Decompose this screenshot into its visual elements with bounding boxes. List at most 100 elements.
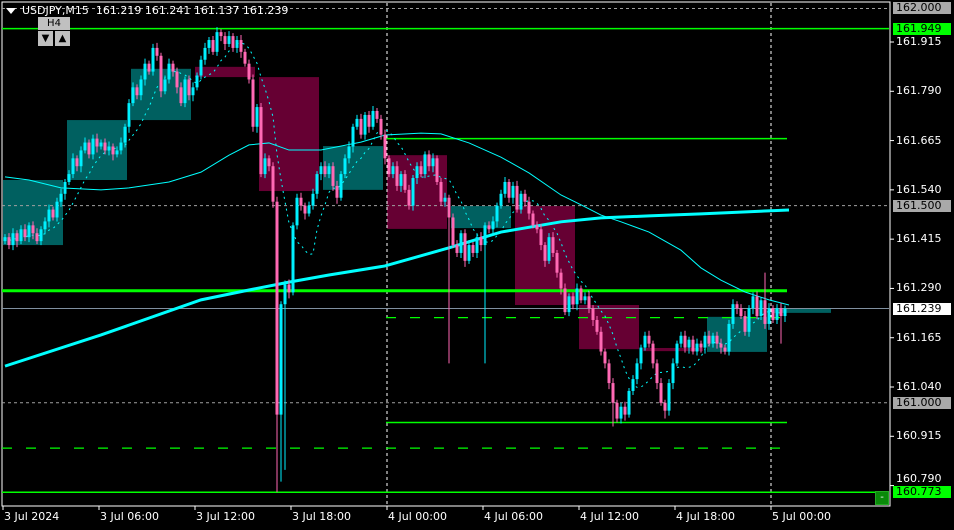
time-tick-label: 4 Jul 00:00 (388, 510, 447, 523)
bull-candle (255, 107, 259, 127)
timeframe-up-button[interactable]: ▲ (55, 31, 70, 46)
time-tick-label: 4 Jul 12:00 (580, 510, 639, 523)
timeframe-label[interactable]: H4 (38, 17, 70, 30)
bull-candle (415, 166, 419, 179)
bear-candle (287, 284, 291, 293)
ohlc-high: 161.241 (144, 4, 191, 17)
bear-candle (395, 166, 399, 186)
ohlc-low: 161.137 (193, 4, 240, 17)
bull-candle (47, 209, 51, 222)
bull-candle (499, 193, 503, 206)
bear-candle (763, 300, 767, 324)
bull-candle (351, 126, 355, 147)
slow-ma-line (4, 208, 790, 368)
bear-candle (655, 363, 659, 384)
bear-candle (611, 383, 615, 403)
bear-candle (155, 47, 159, 56)
bull-candle (751, 296, 755, 309)
bear-candle (523, 193, 527, 202)
bear-candle (231, 36, 235, 48)
bull-candle (59, 193, 63, 202)
bull-candle (671, 363, 675, 384)
bear-candle (439, 181, 443, 202)
bull-candle (279, 304, 283, 415)
bear-candle (591, 308, 595, 320)
bear-candle (219, 32, 223, 37)
bear-candle (771, 308, 775, 320)
time-tick-label: 4 Jul 18:00 (676, 510, 735, 523)
price-tick-label: 161.165 (896, 330, 942, 344)
price-tick-label: 161.415 (896, 232, 942, 246)
bull-candle (139, 79, 143, 96)
bull-candle (711, 335, 715, 344)
bull-candle (747, 308, 751, 332)
bear-candle (707, 335, 711, 344)
bear-candle (755, 296, 759, 317)
bear-candle (239, 40, 243, 52)
bull-candle (263, 158, 267, 175)
bull-candle (235, 40, 239, 48)
bull-candle (63, 181, 67, 194)
time-tick-label: 3 Jul 12:00 (196, 510, 255, 523)
timeframe-down-button[interactable]: ▼ (38, 31, 53, 46)
bear-candle (367, 114, 371, 127)
bear-candle (735, 304, 739, 309)
collapse-triangle-icon[interactable] (6, 8, 16, 14)
bear-candle (559, 272, 563, 289)
bull-candle (167, 63, 171, 80)
bear-candle (335, 185, 339, 198)
bull-candle (495, 205, 499, 222)
bull-candle (627, 390, 631, 415)
bull-candle (635, 363, 639, 380)
price-marker-gray: 161.000 (893, 396, 951, 409)
candles (3, 27, 787, 493)
bear-candle (75, 158, 79, 167)
bear-candle (407, 189, 411, 206)
bull-candle (491, 221, 495, 230)
bear-candle (259, 107, 263, 175)
bear-candle (379, 118, 383, 135)
bull-candle (315, 174, 319, 194)
bull-candle (775, 308, 779, 320)
chart-frame (1, 1, 891, 507)
bear-candle (699, 343, 703, 348)
bull-candle (643, 335, 647, 348)
bull-candle (363, 114, 367, 135)
bull-candle (195, 75, 199, 88)
bull-candle (91, 138, 95, 155)
bull-candle (39, 229, 43, 242)
h4-box-bear (195, 66, 255, 78)
price-tick-label: 160.915 (896, 429, 942, 443)
bull-candle (67, 174, 71, 182)
bear-candle (719, 343, 723, 348)
bull-candle (347, 146, 351, 159)
h4-boxes (3, 66, 831, 352)
bull-candle (547, 237, 551, 261)
bear-candle (571, 296, 575, 305)
bull-candle (99, 142, 103, 147)
bear-candle (551, 237, 555, 253)
bear-candle (187, 79, 191, 96)
bull-candle (475, 237, 479, 253)
bear-candle (691, 339, 695, 352)
bear-candle (663, 402, 667, 411)
bull-candle (371, 111, 375, 127)
bear-candle (647, 335, 651, 344)
bull-candle (183, 79, 187, 104)
bull-candle (19, 229, 23, 242)
bull-candle (191, 87, 195, 96)
bear-candle (419, 166, 423, 175)
bull-candle (11, 233, 15, 246)
bear-candle (95, 138, 99, 147)
minus-button[interactable]: - (875, 491, 889, 505)
price-tick-label: 161.540 (896, 182, 942, 196)
bear-candle (447, 197, 451, 218)
time-tick-label: 3 Jul 18:00 (292, 510, 351, 523)
bear-candle (299, 197, 303, 206)
bear-candle (479, 237, 483, 246)
bull-candle (423, 154, 427, 175)
bull-candle (459, 233, 463, 253)
price-tick-label: 161.040 (896, 380, 942, 393)
bull-candle (567, 296, 571, 313)
